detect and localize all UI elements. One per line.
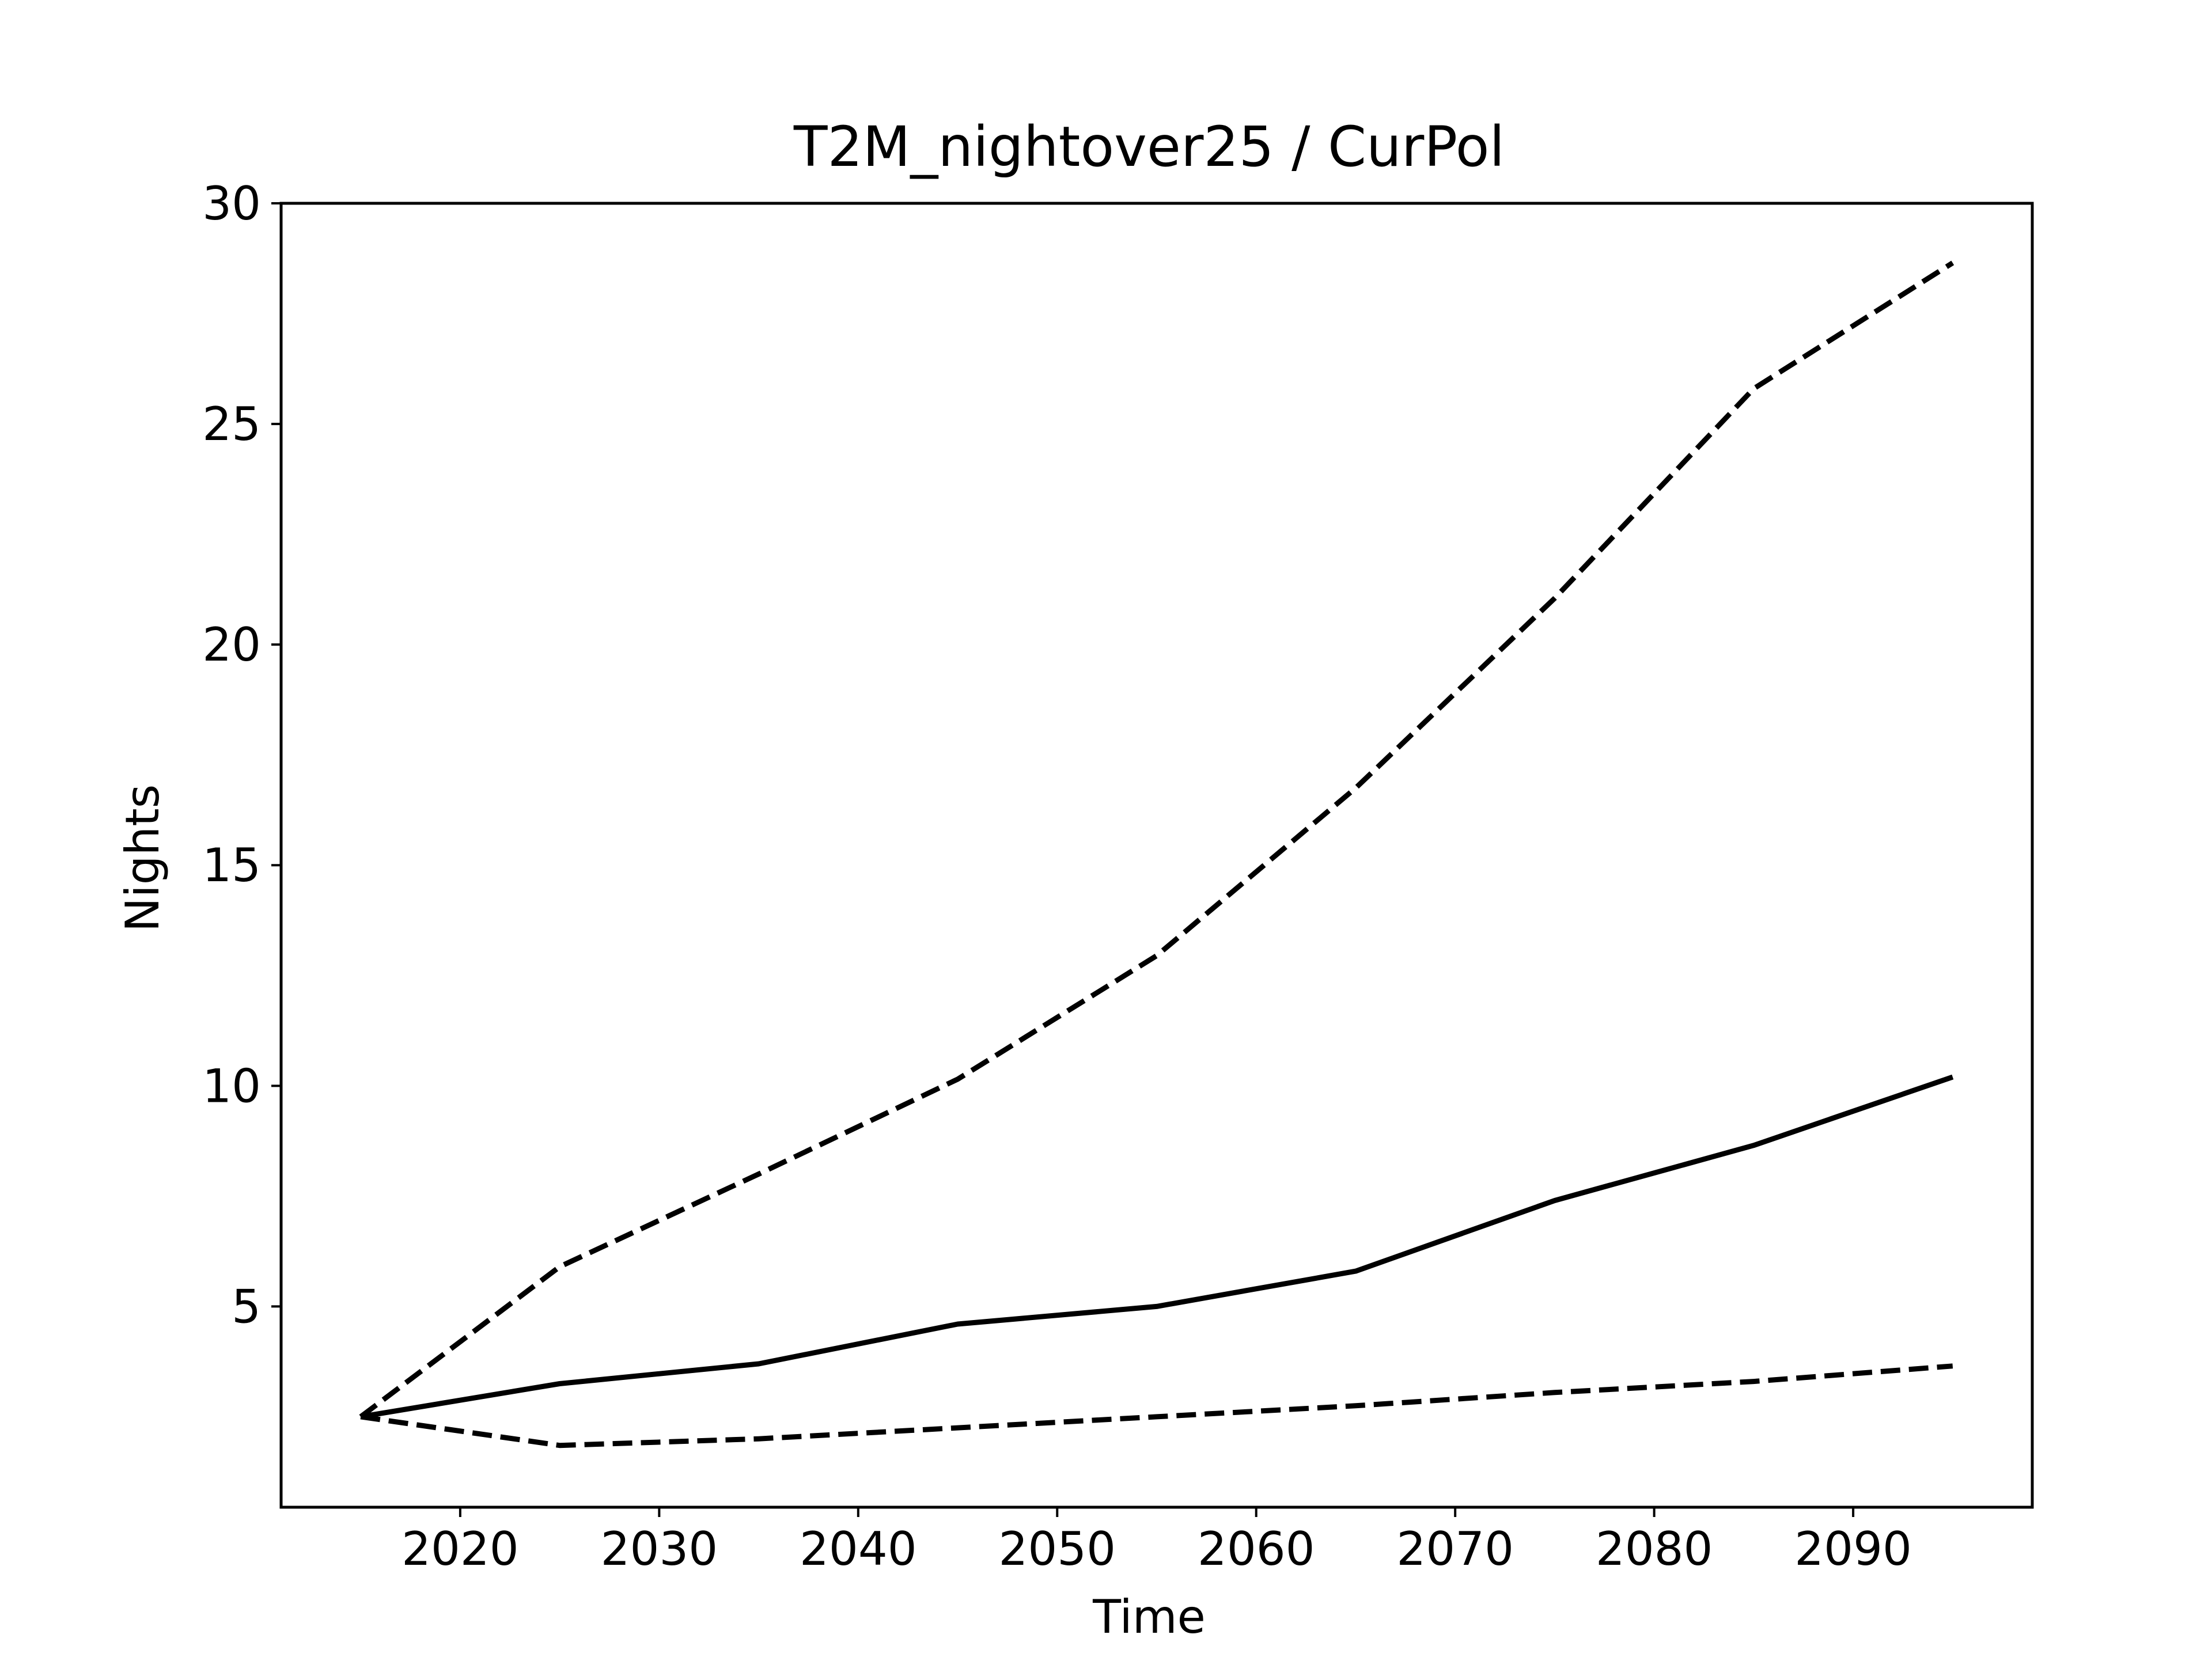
chart-title: T2M_nightover25 / CurPol	[793, 115, 1505, 179]
y-axis-label: Nights	[116, 784, 169, 932]
x-tick-label: 2020	[402, 1522, 519, 1576]
series-line-3	[360, 1363, 1953, 1448]
plot-area-frame	[279, 202, 2034, 1509]
y-tick-label: 10	[202, 1059, 261, 1113]
x-axis-ticks: 2020 2030 2040 2050 2060 2070 2080 2090	[402, 1507, 1912, 1576]
y-tick-label: 15	[202, 839, 261, 892]
x-tick-label: 2060	[1198, 1522, 1315, 1576]
x-tick-label: 2030	[601, 1522, 718, 1576]
y-axis-ticks: 5 10 15 20 25 30	[202, 177, 281, 1333]
y-tick-label: 30	[202, 177, 261, 230]
x-tick-label: 2070	[1396, 1522, 1514, 1576]
x-tick-label: 2050	[998, 1522, 1116, 1576]
series-line-2	[359, 260, 1955, 1419]
y-tick-label: 5	[232, 1280, 261, 1333]
series-line-1	[360, 1074, 1954, 1420]
y-tick-label: 20	[202, 618, 261, 672]
x-axis-label: Time	[1092, 1590, 1206, 1644]
series-layer	[359, 260, 1955, 1448]
x-tick-label: 2080	[1596, 1522, 1713, 1576]
x-tick-label: 2040	[800, 1522, 917, 1576]
x-tick-label: 2090	[1794, 1522, 1912, 1576]
y-tick-label: 25	[202, 397, 261, 451]
